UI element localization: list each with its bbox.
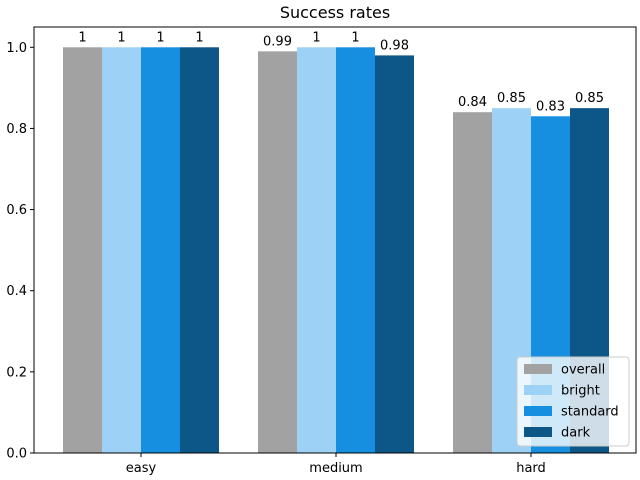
y-tick-label: 0.6	[6, 203, 27, 218]
bar-easy-overall	[63, 47, 102, 454]
data-label-easy-standard: 1	[156, 30, 164, 45]
legend-label-standard: standard	[561, 405, 619, 420]
data-label-medium-standard: 1	[351, 30, 359, 45]
x-tick-label-hard: hard	[516, 461, 546, 476]
bar-easy-dark	[180, 47, 219, 454]
data-label-medium-overall: 0.99	[263, 34, 292, 49]
x-tick-label-easy: easy	[126, 461, 157, 476]
data-label-easy-overall: 1	[78, 30, 86, 45]
legend-swatch-overall	[524, 364, 552, 374]
data-label-medium-dark: 0.98	[380, 38, 409, 53]
chart-title: Success rates	[280, 3, 390, 22]
bar-medium-standard	[336, 47, 375, 454]
data-label-hard-dark: 0.85	[575, 91, 604, 106]
legend-swatch-standard	[524, 406, 552, 416]
data-label-easy-bright: 1	[117, 30, 125, 45]
legend: overall bright standard dark	[516, 356, 630, 447]
data-label-hard-standard: 0.83	[536, 99, 565, 114]
legend-label-dark: dark	[561, 426, 591, 441]
y-tick-label: 1.0	[6, 41, 27, 56]
bar-easy-bright	[102, 47, 141, 454]
legend-label-bright: bright	[561, 384, 600, 399]
y-tick-label: 0.0	[6, 447, 27, 462]
data-label-hard-bright: 0.85	[497, 91, 526, 106]
bar-medium-bright	[297, 47, 336, 454]
legend-swatch-dark	[524, 427, 552, 437]
legend-swatch-bright	[524, 385, 552, 395]
bar-easy-standard	[141, 47, 180, 454]
x-axis: easy medium hard	[126, 453, 546, 476]
legend-frame	[516, 356, 630, 447]
data-labels-group: 1 0.99 0.84 1 1 0.85 1 1 0.83 1 0.98 0.85	[78, 30, 604, 114]
legend-label-overall: overall	[561, 363, 605, 378]
data-label-easy-dark: 1	[195, 30, 203, 45]
y-tick-label: 0.2	[6, 365, 27, 380]
bar-hard-overall	[453, 112, 492, 453]
bar-medium-dark	[375, 55, 414, 454]
bars-group	[63, 47, 609, 454]
bar-medium-overall	[258, 51, 297, 453]
y-tick-label: 0.4	[6, 284, 27, 299]
data-label-hard-overall: 0.84	[458, 95, 487, 110]
y-axis: 0.0 0.2 0.4 0.6 0.8 1.0	[6, 41, 34, 462]
data-label-medium-bright: 1	[312, 30, 320, 45]
x-tick-label-medium: medium	[309, 461, 362, 476]
plot-frame	[33, 26, 637, 454]
y-tick-label: 0.8	[6, 122, 27, 137]
